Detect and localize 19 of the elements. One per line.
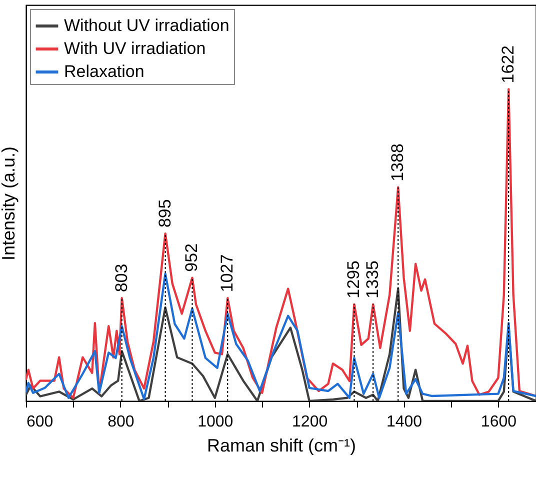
ref-line-label: 1388 [388,144,408,182]
ref-line-label: 1027 [218,254,237,292]
ref-line-label: 1335 [363,260,382,298]
x-tick-label: 1000 [198,414,234,430]
ref-line-label: 1622 [498,45,518,84]
ref-line-label: 803 [112,264,131,292]
x-tick-label: 600 [26,414,54,430]
ref-line-label: 895 [155,199,174,228]
ref-line-label: 952 [182,243,202,272]
x-tick-label: 1200 [292,414,328,430]
legend-label: With UV irradiation [64,39,206,58]
legend-label: Without UV irradiation [64,16,230,35]
ref-line-label: 1295 [344,260,364,298]
legend-label: Relaxation [64,62,144,81]
x-tick-label: 800 [108,414,134,430]
x-axis-title: Raman shift (cm⁻¹) [206,436,356,456]
y-axis-title: Intensity (a.u.) [0,146,18,261]
x-tick-label: 1400 [386,414,422,430]
x-tick-label: 1600 [480,414,517,430]
